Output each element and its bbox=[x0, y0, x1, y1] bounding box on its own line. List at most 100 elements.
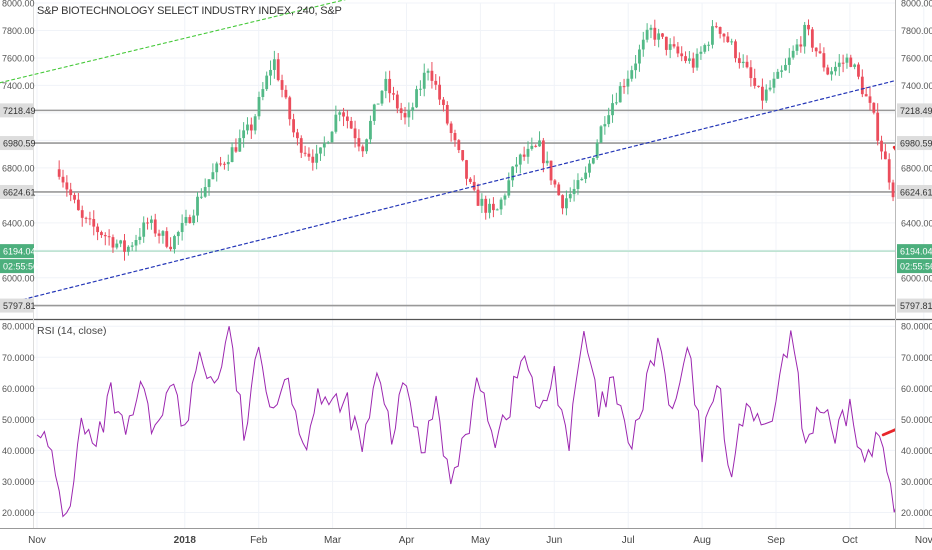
candle-body bbox=[73, 195, 76, 200]
time-tick-label: Oct bbox=[842, 535, 858, 546]
candle-body bbox=[265, 75, 269, 90]
candle-body bbox=[534, 145, 538, 147]
candle-body bbox=[515, 164, 518, 167]
candle-body bbox=[330, 131, 334, 143]
price-tick-label-left: 7400.00 bbox=[2, 81, 35, 91]
candle-body bbox=[480, 198, 484, 206]
candle-body bbox=[453, 133, 457, 141]
candle-body bbox=[272, 59, 276, 70]
candle-body bbox=[849, 57, 853, 67]
horizontal-levels[interactable] bbox=[33, 109, 895, 307]
time-tick-label: Nov bbox=[28, 535, 46, 546]
time-tick-label: Nov bbox=[915, 535, 932, 546]
price-drawings[interactable] bbox=[0, 0, 932, 319]
candle-body bbox=[261, 89, 265, 97]
level-label-right-bg bbox=[897, 184, 932, 199]
time-axis[interactable]: Nov2018FebMarAprMayJunJulAugSepOctNovDec… bbox=[28, 535, 932, 546]
price-candles bbox=[57, 19, 895, 261]
candle-body bbox=[176, 232, 180, 237]
candle-body bbox=[84, 217, 88, 219]
candle-body bbox=[226, 161, 230, 165]
candle-body bbox=[661, 33, 664, 37]
level-label-left-bg bbox=[0, 103, 34, 118]
candle-body bbox=[611, 103, 614, 116]
candle-body bbox=[149, 219, 153, 223]
candle-body bbox=[399, 108, 403, 114]
rsi-tick-label: 80.0000 bbox=[901, 322, 932, 332]
candle-body bbox=[115, 243, 119, 248]
candle-body bbox=[80, 210, 84, 218]
price-tick-label: 6800.00 bbox=[901, 163, 932, 173]
candle-body bbox=[518, 154, 522, 165]
candle-body bbox=[342, 112, 345, 117]
candle-body bbox=[92, 218, 96, 227]
candle-body bbox=[880, 140, 883, 152]
candle-body bbox=[349, 120, 353, 129]
rsi-tick-label-left: 50.0000 bbox=[2, 415, 35, 425]
candle-body bbox=[257, 96, 261, 117]
candle-body bbox=[538, 140, 541, 147]
blue-trend-line bbox=[0, 80, 895, 306]
rsi-tick-label-left: 60.0000 bbox=[2, 384, 35, 394]
candle-body bbox=[680, 53, 684, 57]
candle-body bbox=[857, 64, 860, 77]
countdown-label-right-bg bbox=[897, 259, 932, 274]
price-tick-label-left: 6400.00 bbox=[2, 218, 35, 228]
level-label-left-bg bbox=[0, 184, 34, 199]
candle-body bbox=[57, 169, 61, 177]
level-label-right: 6194.04 bbox=[900, 247, 932, 257]
candle-body bbox=[215, 163, 219, 173]
candle-body bbox=[638, 49, 641, 64]
candle-body bbox=[684, 56, 687, 61]
candle-body bbox=[714, 26, 718, 28]
level-label-left: 6194.04 bbox=[3, 247, 36, 257]
candle-body bbox=[69, 189, 73, 196]
price-tick-label: 7400.00 bbox=[901, 81, 932, 91]
candle-body bbox=[161, 231, 165, 236]
candle-body bbox=[630, 70, 634, 79]
rsi-tick-label: 30.0000 bbox=[901, 477, 932, 487]
candle-body bbox=[319, 147, 322, 154]
candle-body bbox=[142, 222, 146, 237]
candle-body bbox=[315, 153, 319, 163]
candle-body bbox=[276, 59, 280, 81]
price-tick-label: 6400.00 bbox=[901, 218, 932, 228]
price-axis[interactable]: 6000.006200.006400.006600.006800.007000.… bbox=[897, 0, 932, 518]
candle-body bbox=[372, 104, 376, 121]
candle-body bbox=[269, 69, 272, 76]
candle-body bbox=[576, 180, 580, 189]
candle-body bbox=[280, 80, 284, 90]
level-label-left: 6980.59 bbox=[3, 139, 36, 149]
candle-body bbox=[787, 57, 791, 65]
candle-body bbox=[741, 61, 745, 64]
candle-body bbox=[219, 163, 222, 165]
candle-body bbox=[853, 64, 857, 67]
candle-body bbox=[130, 245, 134, 247]
candle-body bbox=[484, 198, 488, 213]
price-tick-label-left: 8000.00 bbox=[2, 0, 35, 9]
candle-body bbox=[834, 66, 837, 72]
candle-body bbox=[703, 45, 707, 52]
candle-body bbox=[749, 67, 753, 79]
level-label-left: 6624.61 bbox=[3, 187, 36, 197]
candle-body bbox=[411, 107, 415, 111]
rsi-tick-label-left: 20.0000 bbox=[2, 508, 35, 518]
candle-body bbox=[476, 189, 480, 206]
candle-body bbox=[445, 104, 449, 124]
candle-body bbox=[845, 57, 849, 63]
candle-body bbox=[488, 203, 491, 213]
level-label-right: 6624.61 bbox=[900, 187, 932, 197]
candle-body bbox=[157, 233, 161, 236]
candle-body bbox=[88, 218, 92, 220]
candle-body bbox=[249, 124, 253, 131]
candle-body bbox=[107, 236, 111, 238]
candle-body bbox=[799, 44, 803, 47]
candle-body bbox=[687, 58, 691, 61]
time-tick-label: Sep bbox=[767, 535, 785, 546]
candle-body bbox=[541, 140, 545, 164]
candle-body bbox=[664, 36, 668, 50]
candle-body bbox=[607, 115, 611, 125]
candle-body bbox=[522, 154, 526, 157]
candle-body bbox=[784, 64, 787, 71]
